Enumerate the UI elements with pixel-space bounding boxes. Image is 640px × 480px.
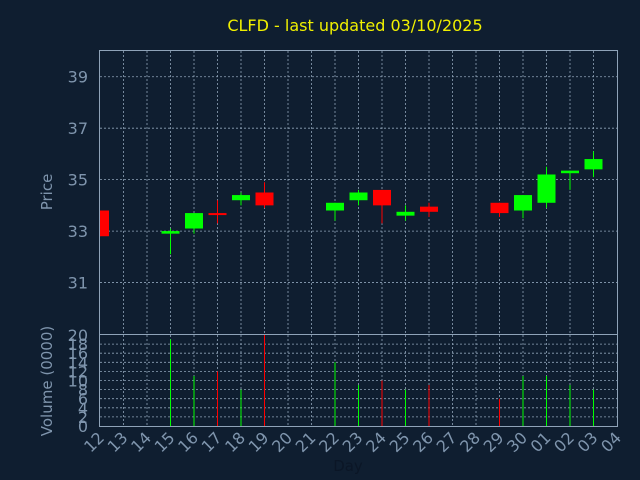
volume-tick-label: 6	[78, 390, 88, 409]
candle-body	[396, 211, 415, 216]
candle-body	[161, 231, 180, 234]
volume-tick-label: 12	[68, 362, 88, 381]
volume-tick-label: 2	[78, 408, 88, 427]
x-axis-label: Day	[333, 457, 363, 475]
candle-body	[584, 159, 603, 170]
candles	[99, 151, 603, 255]
volume-tick-label: 0	[78, 417, 88, 436]
x-ticks: 1213141516171819202122232425262728293001…	[80, 428, 625, 456]
candle-body	[490, 202, 509, 214]
y-tick-label: 33	[68, 222, 88, 241]
candle-body	[100, 210, 109, 237]
volume-bars	[170, 335, 594, 426]
chart-title: CLFD - last updated 03/10/2025	[227, 16, 482, 35]
volume-tick-label: 10	[68, 372, 88, 391]
candle-body	[232, 195, 250, 201]
candle-body	[255, 192, 274, 206]
y-axis-label: Price	[38, 174, 56, 211]
y-tick-label: 39	[68, 68, 88, 87]
volume-tick-label: 14	[68, 353, 88, 372]
candle-body	[537, 174, 556, 203]
x-tick-label: 04	[597, 428, 625, 456]
volume-tick-label: 18	[68, 335, 88, 354]
candle-body	[326, 202, 344, 211]
volume-axis-label: Volume (0000)	[38, 326, 56, 436]
candle-body	[561, 170, 579, 174]
volume-tick-label: 8	[78, 381, 88, 400]
price-y-ticks: 31 33 35 37 39	[68, 68, 88, 293]
candle-body	[185, 213, 203, 229]
volume-tick-label: 16	[68, 344, 88, 363]
candle-body	[373, 189, 391, 206]
candle-body	[349, 192, 368, 201]
y-tick-label: 35	[68, 171, 88, 190]
y-tick-label: 31	[68, 274, 88, 293]
y-tick-label: 37	[68, 119, 88, 138]
candle-body	[420, 206, 438, 212]
candle-body	[514, 195, 532, 211]
volume-panel-frame	[99, 334, 618, 427]
volume-tick-label: 4	[78, 399, 88, 418]
candle-body	[208, 213, 227, 216]
volume-tick-label: 20	[68, 326, 88, 345]
